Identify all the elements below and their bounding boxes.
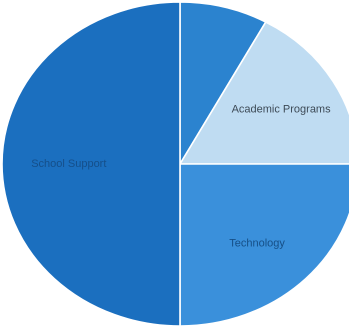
- pie-labels: Academic Programs Technology School Suppor…: [31, 104, 331, 250]
- pie-slice-school-support: [1, 1, 181, 326]
- slice-label: Technology: [229, 238, 285, 250]
- slice-label: School Support: [31, 158, 106, 170]
- pie-slice-academic-programs: [179, 21, 349, 165]
- pie-slice-technology: [179, 163, 349, 326]
- pie-slice-1: [179, 1, 267, 165]
- slice-label: Academic Programs: [232, 104, 332, 116]
